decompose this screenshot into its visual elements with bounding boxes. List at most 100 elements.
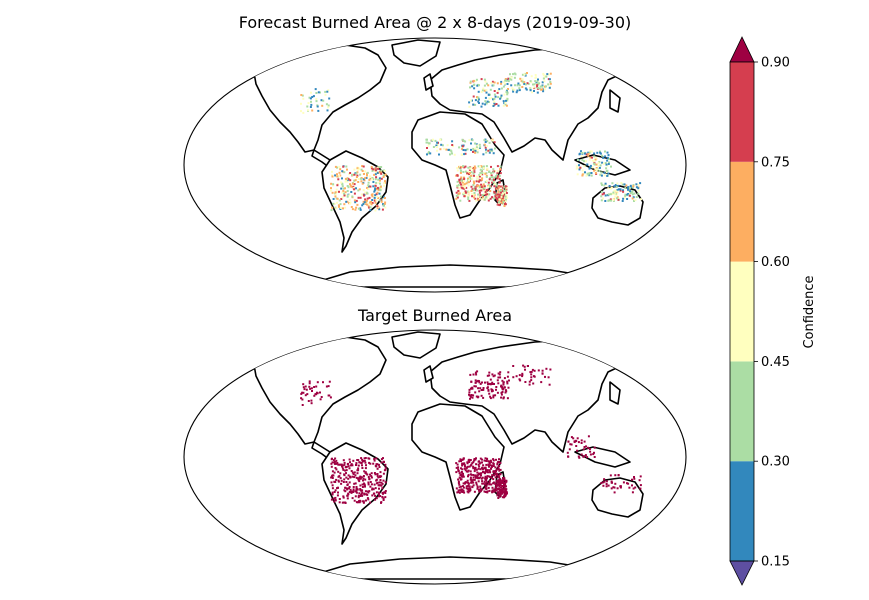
burned-pixel xyxy=(350,490,353,493)
burned-pixel xyxy=(499,168,502,170)
burned-pixel xyxy=(435,144,438,147)
burned-pixel xyxy=(521,374,524,376)
burned-pixel xyxy=(492,490,495,493)
burned-pixel xyxy=(539,85,542,88)
burned-pixel xyxy=(366,497,369,500)
burned-pixel xyxy=(578,152,581,155)
burned-pixel xyxy=(637,189,640,192)
burned-pixel xyxy=(327,89,330,92)
burned-pixel xyxy=(370,165,373,168)
burned-pixel xyxy=(541,81,544,84)
burned-pixel xyxy=(376,205,379,208)
burned-pixel xyxy=(342,187,345,190)
burned-pixel xyxy=(480,169,483,172)
burned-pixel xyxy=(474,142,477,145)
burned-pixel xyxy=(498,203,500,206)
burned-pixel xyxy=(467,489,470,491)
burned-pixel xyxy=(324,90,327,93)
burned-pixel xyxy=(513,76,516,79)
burned-pixel xyxy=(497,96,500,99)
colorbar-under-extension xyxy=(729,560,755,586)
burned-pixel xyxy=(601,193,604,196)
burned-pixel xyxy=(631,186,634,189)
burned-pixel xyxy=(627,482,630,485)
burned-pixel xyxy=(463,186,466,189)
burned-pixel xyxy=(496,481,499,484)
burned-pixel xyxy=(366,171,369,174)
burned-pixel xyxy=(311,109,314,112)
burned-pixel xyxy=(492,478,495,481)
burned-pixel xyxy=(430,139,433,142)
burned-pixel xyxy=(461,145,464,148)
burned-pixel xyxy=(504,483,507,486)
burned-pixel xyxy=(468,391,471,394)
burned-pixel xyxy=(382,203,384,206)
burned-pixel xyxy=(484,96,487,99)
burned-pixel xyxy=(471,462,474,465)
burned-pixel xyxy=(595,167,598,169)
burned-pixel xyxy=(542,77,545,80)
burned-pixel xyxy=(477,480,480,483)
burned-pixel xyxy=(472,193,475,196)
burned-pixel xyxy=(481,458,483,461)
burned-pixel xyxy=(492,171,495,174)
burned-pixel xyxy=(330,476,333,479)
burned-pixel xyxy=(480,389,483,391)
burned-pixel xyxy=(484,194,487,196)
burned-pixel xyxy=(489,197,492,200)
burned-pixel xyxy=(492,179,495,182)
burned-pixel xyxy=(378,495,380,498)
burned-pixel xyxy=(542,72,545,75)
burned-pixel xyxy=(498,482,501,485)
burned-pixel xyxy=(466,172,469,175)
burned-pixel xyxy=(489,476,492,479)
burned-pixel xyxy=(373,458,376,460)
burned-pixel xyxy=(325,385,328,388)
burned-pixel xyxy=(333,461,336,464)
burned-pixel xyxy=(471,485,474,488)
burned-pixel xyxy=(497,466,500,469)
burned-pixel xyxy=(502,192,504,195)
burned-pixel xyxy=(491,381,494,384)
burned-pixel xyxy=(350,191,353,193)
burned-pixel xyxy=(541,369,544,372)
burned-pixel xyxy=(355,476,358,479)
burned-pixel xyxy=(464,140,467,143)
burned-pixel xyxy=(617,198,620,201)
burned-pixel xyxy=(353,188,356,191)
burned-pixel xyxy=(507,386,510,389)
burned-pixel xyxy=(499,376,502,379)
burned-pixel xyxy=(594,158,597,161)
burned-pixel xyxy=(608,185,611,187)
burned-pixel xyxy=(481,194,484,196)
burned-pixel xyxy=(479,489,482,492)
burned-pixel xyxy=(499,494,502,497)
burned-pixel xyxy=(473,168,476,171)
burned-pixel xyxy=(330,462,333,465)
burned-pixel xyxy=(321,104,324,107)
burned-pixel xyxy=(335,207,338,210)
burned-pixel xyxy=(477,165,480,168)
burned-pixel xyxy=(607,172,610,175)
burned-pixel xyxy=(504,493,507,496)
south-america-landmass xyxy=(321,442,389,545)
burned-pixel xyxy=(472,474,475,476)
burned-pixel xyxy=(603,480,606,483)
burned-pixel xyxy=(460,460,462,462)
burned-pixel xyxy=(340,206,342,209)
burned-pixel xyxy=(536,85,539,88)
burned-pixel xyxy=(490,467,492,470)
burned-pixel xyxy=(521,372,524,375)
burned-pixel xyxy=(367,498,370,501)
burned-pixel xyxy=(541,88,544,91)
burned-pixel xyxy=(382,499,385,501)
burned-pixel xyxy=(482,387,485,389)
burned-pixel xyxy=(515,375,518,378)
burned-pixel xyxy=(500,194,503,197)
burned-pixel xyxy=(472,167,474,169)
burned-pixel xyxy=(491,181,494,184)
burned-pixel xyxy=(337,470,340,473)
burned-pixel xyxy=(542,90,545,93)
burned-pixel xyxy=(488,141,491,144)
burned-pixel xyxy=(490,148,493,151)
